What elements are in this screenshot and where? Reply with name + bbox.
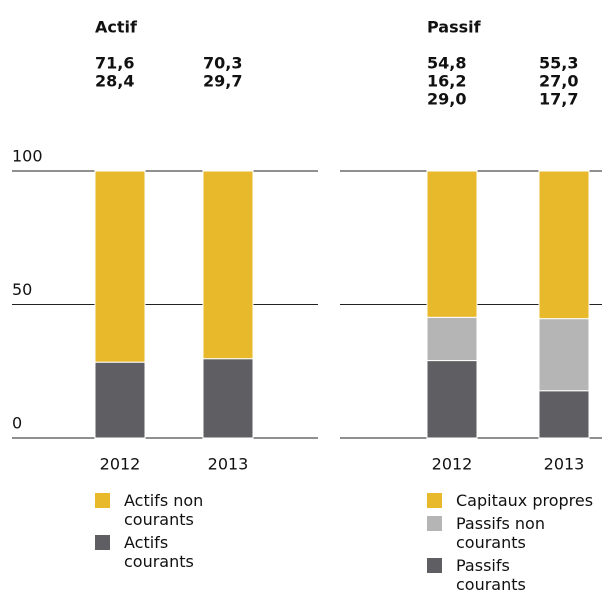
value-label: 29,7 bbox=[203, 72, 242, 91]
legend-item: Passifs non courants bbox=[427, 514, 593, 552]
bar-segment bbox=[538, 170, 590, 320]
y-tick-label: 50 bbox=[12, 280, 32, 299]
value-label: 55,3 bbox=[539, 54, 578, 73]
bar-segment bbox=[202, 170, 254, 360]
legend-label: Passifs courants bbox=[456, 556, 526, 594]
legend: Capitaux propres Passifs non courants Pass… bbox=[427, 491, 593, 594]
x-tick-label: 2012 bbox=[100, 455, 141, 474]
x-tick-label: 2013 bbox=[208, 455, 249, 474]
bar-segment bbox=[538, 390, 590, 439]
y-tick-label: 100 bbox=[12, 147, 43, 166]
legend-label: Actifs non courants bbox=[124, 491, 204, 529]
value-label: 29,0 bbox=[427, 90, 466, 109]
chart-title: Actif bbox=[95, 18, 138, 37]
bar-segment bbox=[94, 361, 146, 439]
x-tick-label: 2013 bbox=[544, 455, 585, 474]
chart-title: Passif bbox=[427, 18, 482, 37]
legend-label: Actifs courants bbox=[124, 533, 194, 571]
legend-swatch bbox=[427, 493, 442, 508]
y-tick-label: 0 bbox=[12, 414, 22, 433]
legend-swatch bbox=[427, 558, 442, 573]
legend-swatch bbox=[95, 493, 110, 508]
legend-swatch bbox=[95, 535, 110, 550]
value-label: 27,0 bbox=[539, 72, 578, 91]
value-label: 17,7 bbox=[539, 90, 578, 109]
bar-segment bbox=[426, 360, 478, 439]
legend-label: Capitaux propres bbox=[456, 491, 594, 510]
legend-swatch bbox=[427, 516, 442, 531]
legend-item: Passifs courants bbox=[427, 556, 593, 594]
legend-item: Actifs non courants bbox=[95, 491, 234, 529]
legend-item: Capitaux propres bbox=[427, 491, 593, 510]
value-label: 16,2 bbox=[427, 72, 466, 91]
bar-segment bbox=[426, 170, 478, 318]
bar-segment bbox=[202, 358, 254, 439]
legend: Actifs non courants Actifs courants bbox=[95, 491, 234, 571]
value-label: 70,3 bbox=[203, 54, 242, 73]
x-tick-label: 2012 bbox=[432, 455, 473, 474]
legend-label: Passifs non courants bbox=[456, 514, 545, 552]
bar-segment bbox=[426, 316, 478, 362]
bar-segment bbox=[94, 170, 146, 363]
bar-segment bbox=[538, 318, 590, 392]
value-label: 28,4 bbox=[95, 72, 134, 91]
legend-item: Actifs courants bbox=[95, 533, 234, 571]
value-label: 54,8 bbox=[427, 54, 466, 73]
value-label: 71,6 bbox=[95, 54, 134, 73]
